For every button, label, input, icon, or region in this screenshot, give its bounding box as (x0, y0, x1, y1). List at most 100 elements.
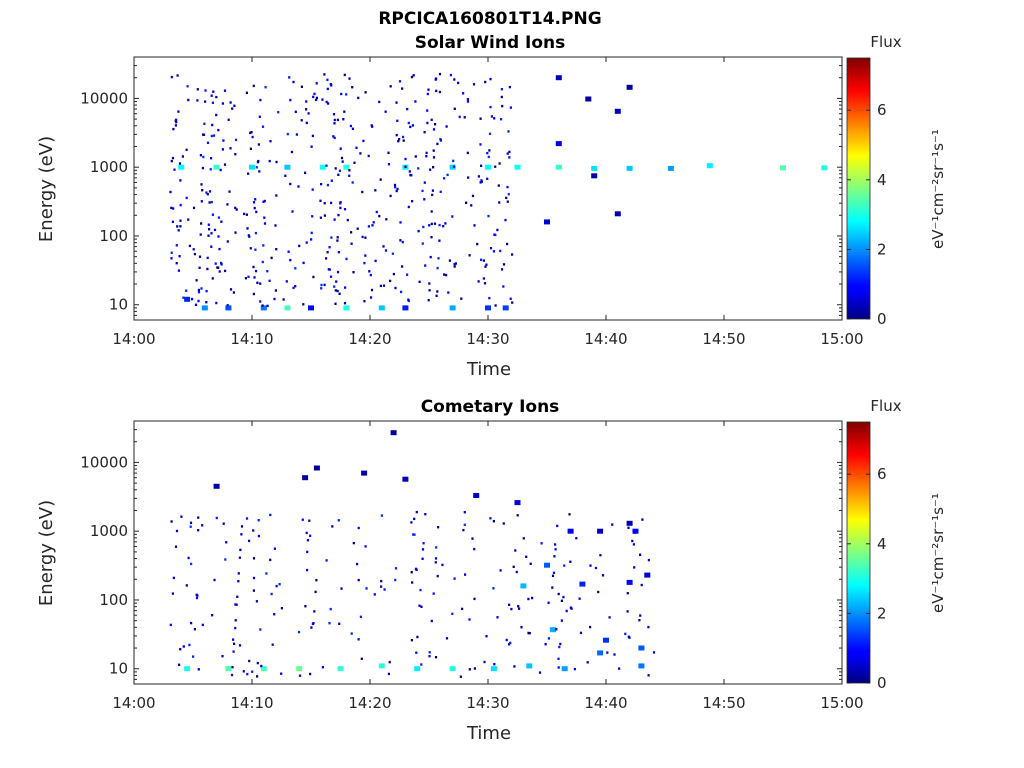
heatmap-cell (378, 214, 381, 218)
heatmap-cell (453, 577, 456, 580)
heatmap-cell (426, 121, 429, 125)
heatmap-cell (174, 545, 178, 548)
heatmap-cell (487, 214, 490, 218)
heatmap-cell (436, 290, 439, 293)
heatmap-cell (401, 240, 404, 244)
heatmap-cell (189, 521, 193, 524)
heatmap-cell (196, 99, 199, 102)
heatmap-cell (488, 149, 491, 152)
heatmap-cell (211, 277, 214, 280)
heatmap-cell (337, 173, 340, 176)
heatmap-cell (485, 263, 488, 266)
heatmap-cell (197, 288, 200, 292)
heatmap-cell (198, 266, 201, 269)
heatmap-cell (182, 645, 185, 648)
heatmap-cell (169, 190, 172, 194)
heatmap-cell (197, 299, 200, 303)
y-tick-label: 10 (109, 660, 128, 678)
heatmap-cell (422, 225, 425, 229)
heatmap-cell (329, 83, 332, 86)
heatmap-cell (325, 559, 328, 562)
heatmap-cell (395, 133, 398, 137)
heatmap-cell (302, 261, 305, 265)
heatmap-cell (338, 622, 341, 625)
heatmap-cell (473, 667, 476, 670)
heatmap-cell (289, 182, 292, 186)
colorbar-tick-label: 2 (877, 604, 887, 622)
y-axis: 10 100 1000 10000 (80, 420, 842, 685)
heatmap-cell (404, 165, 407, 168)
heatmap-cell (627, 635, 630, 638)
heatmap-cell (270, 592, 273, 596)
heatmap-cell (559, 642, 562, 646)
heatmap-cell (613, 653, 616, 656)
heatmap-cell (197, 668, 200, 671)
heatmap-cell (435, 294, 438, 297)
heatmap-cell (498, 162, 501, 165)
heatmap-cell (213, 228, 217, 232)
heatmap-cell (214, 262, 217, 265)
heatmap-cell (228, 190, 231, 193)
heatmap-cell (177, 229, 180, 232)
heatmap-cell (498, 201, 501, 204)
heatmap-cell (410, 639, 413, 642)
x-tick-label: 15:00 (820, 694, 863, 712)
heatmap-cell (394, 578, 397, 582)
heatmap-cell (505, 196, 508, 200)
heatmap-cell (327, 102, 330, 105)
heatmap-cell (573, 667, 576, 671)
heatmap-cell (380, 585, 383, 588)
heatmap-cell (319, 199, 322, 202)
heatmap-cell (189, 525, 192, 528)
heatmap-cell (201, 305, 208, 311)
heatmap-cell (261, 304, 264, 307)
heatmap-cell (351, 181, 354, 184)
heatmap-cell (334, 167, 337, 170)
heatmap-cell (411, 200, 414, 203)
heatmap-cell (632, 528, 639, 534)
heatmap-cell (206, 141, 210, 144)
heatmap-cell (420, 605, 423, 608)
heatmap-cell (215, 113, 218, 117)
heatmap-cell (401, 265, 404, 268)
heatmap-cell (211, 614, 214, 617)
heatmap-cell (170, 520, 173, 523)
heatmap-cell (367, 154, 370, 158)
heatmap-cell (449, 305, 456, 311)
heatmap-cell (198, 255, 202, 258)
heatmap-cell (506, 185, 509, 189)
heatmap-cell (502, 305, 509, 311)
heatmap-cell (378, 100, 381, 104)
heatmap-cell (385, 218, 388, 221)
heatmap-cell (589, 625, 592, 629)
heatmap-cell (313, 92, 316, 96)
heatmap-cell (220, 220, 223, 223)
heatmap-cell (310, 626, 313, 629)
heatmap-cell (215, 516, 218, 520)
heatmap-cell (220, 261, 223, 265)
heatmap-cell (275, 194, 278, 197)
heatmap-cell (213, 578, 216, 582)
heatmap-cell (384, 249, 388, 252)
x-tick-label: 14:50 (702, 694, 745, 712)
heatmap-cell (501, 104, 504, 108)
heatmap-cell (407, 298, 410, 301)
heatmap-cell (500, 268, 504, 271)
heatmap-cell (326, 87, 329, 91)
heatmap-cell (411, 124, 415, 127)
heatmap-cell (506, 242, 509, 246)
heatmap-cell (631, 539, 634, 543)
heatmap-cell (275, 160, 278, 164)
heatmap-cell (439, 190, 442, 193)
colorbar-tick-label: 6 (877, 101, 887, 119)
heatmap-cell (186, 85, 189, 88)
heatmap-cell (343, 110, 346, 113)
heatmap-cell (423, 181, 426, 184)
heatmap-cell (320, 183, 323, 186)
heatmap-cell (343, 208, 347, 211)
heatmap-cell (233, 642, 236, 645)
heatmap-cell (311, 188, 314, 191)
heatmap-cell (197, 291, 201, 294)
heatmap-cell (364, 254, 367, 257)
heatmap-cell (470, 204, 473, 207)
